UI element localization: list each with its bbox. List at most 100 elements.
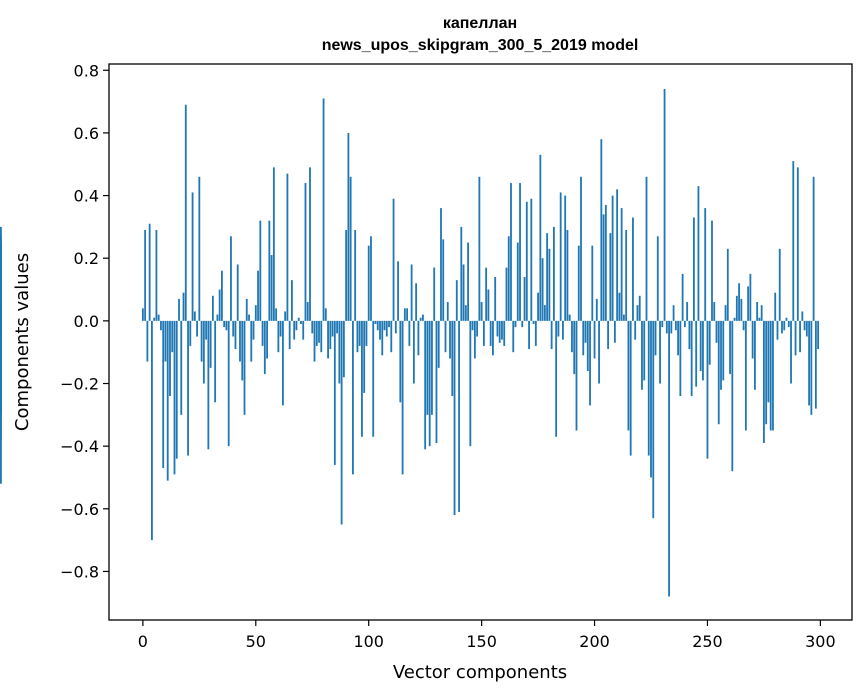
bar xyxy=(388,320,390,328)
bar xyxy=(422,314,424,321)
plot-frame xyxy=(108,63,853,621)
bar xyxy=(632,217,634,321)
bar xyxy=(670,320,673,334)
bar xyxy=(636,305,639,321)
x-tick-label: 300 xyxy=(805,632,836,651)
bar xyxy=(525,201,528,321)
bar xyxy=(198,176,201,321)
bar xyxy=(329,320,332,350)
bar xyxy=(383,320,386,331)
bar xyxy=(668,320,670,597)
bar xyxy=(370,236,372,321)
bar xyxy=(530,198,533,321)
bar xyxy=(514,320,517,328)
bar xyxy=(774,292,777,321)
chart-title-line-1: капеллан xyxy=(443,15,517,32)
bar xyxy=(187,320,189,456)
bar xyxy=(261,320,264,346)
bar xyxy=(575,320,578,431)
bar xyxy=(151,320,153,541)
bar xyxy=(293,320,296,340)
bar xyxy=(593,320,596,359)
bar xyxy=(638,295,641,321)
bar xyxy=(724,305,727,321)
bar xyxy=(600,139,603,321)
y-tick-label: −0.4 xyxy=(60,437,99,456)
bar xyxy=(189,320,192,346)
bar xyxy=(431,320,433,415)
bar xyxy=(435,320,438,444)
bar xyxy=(169,320,171,397)
bar xyxy=(672,305,675,321)
bar xyxy=(589,320,591,406)
y-tick-label: 0.8 xyxy=(74,61,99,80)
bar xyxy=(171,320,174,353)
bar xyxy=(365,320,368,346)
bar xyxy=(0,320,2,412)
y-tick-label: −0.2 xyxy=(60,375,99,394)
bar xyxy=(566,230,569,321)
bar xyxy=(742,320,745,331)
x-tick-label: 250 xyxy=(692,632,723,651)
bar xyxy=(180,320,183,415)
bar xyxy=(720,320,722,390)
bar xyxy=(787,320,790,328)
bar xyxy=(607,320,609,350)
bar xyxy=(778,248,781,321)
bar xyxy=(704,208,707,321)
bar xyxy=(507,236,510,321)
bar xyxy=(146,320,149,362)
bar xyxy=(333,320,336,465)
bar xyxy=(625,230,628,321)
bar xyxy=(785,317,788,321)
bar xyxy=(184,104,187,321)
bar xyxy=(399,320,402,403)
bar xyxy=(735,295,738,321)
bar xyxy=(794,320,797,356)
bar xyxy=(645,176,648,321)
bar xyxy=(419,317,422,321)
bar xyxy=(236,264,239,321)
bar xyxy=(358,320,361,346)
bar xyxy=(695,320,698,387)
bar xyxy=(433,267,436,321)
bar xyxy=(598,320,600,384)
bar xyxy=(487,289,490,321)
bar xyxy=(218,289,221,321)
bar xyxy=(302,320,305,340)
x-axis-label: Vector components xyxy=(393,662,567,683)
bar xyxy=(478,176,481,321)
chart-title-line-2: news_upos_skipgram_300_5_2019 model xyxy=(322,37,639,54)
bar xyxy=(211,295,214,321)
bar xyxy=(392,198,395,321)
bar xyxy=(580,176,582,321)
y-tick-label: 0.4 xyxy=(74,187,99,206)
bar xyxy=(259,220,262,321)
bar xyxy=(426,320,429,415)
bar xyxy=(458,320,460,512)
bars-group xyxy=(0,89,820,597)
bar xyxy=(352,320,354,475)
y-tick-label: −0.8 xyxy=(60,562,99,581)
bar xyxy=(584,320,587,343)
bar xyxy=(498,320,501,343)
bar xyxy=(568,314,571,321)
bar xyxy=(221,270,223,321)
bar xyxy=(390,320,393,353)
bar xyxy=(677,320,680,356)
bar xyxy=(277,320,280,353)
bar xyxy=(796,167,799,321)
bar xyxy=(473,320,476,359)
bar xyxy=(686,302,689,321)
bar xyxy=(537,292,539,321)
bar xyxy=(776,320,779,340)
bar xyxy=(417,320,420,356)
bar xyxy=(758,317,761,321)
bar xyxy=(591,245,594,321)
bar xyxy=(173,320,176,475)
bar xyxy=(661,320,664,328)
bar xyxy=(805,320,808,337)
bar xyxy=(160,320,162,331)
bar xyxy=(349,176,352,321)
bar xyxy=(586,320,589,371)
